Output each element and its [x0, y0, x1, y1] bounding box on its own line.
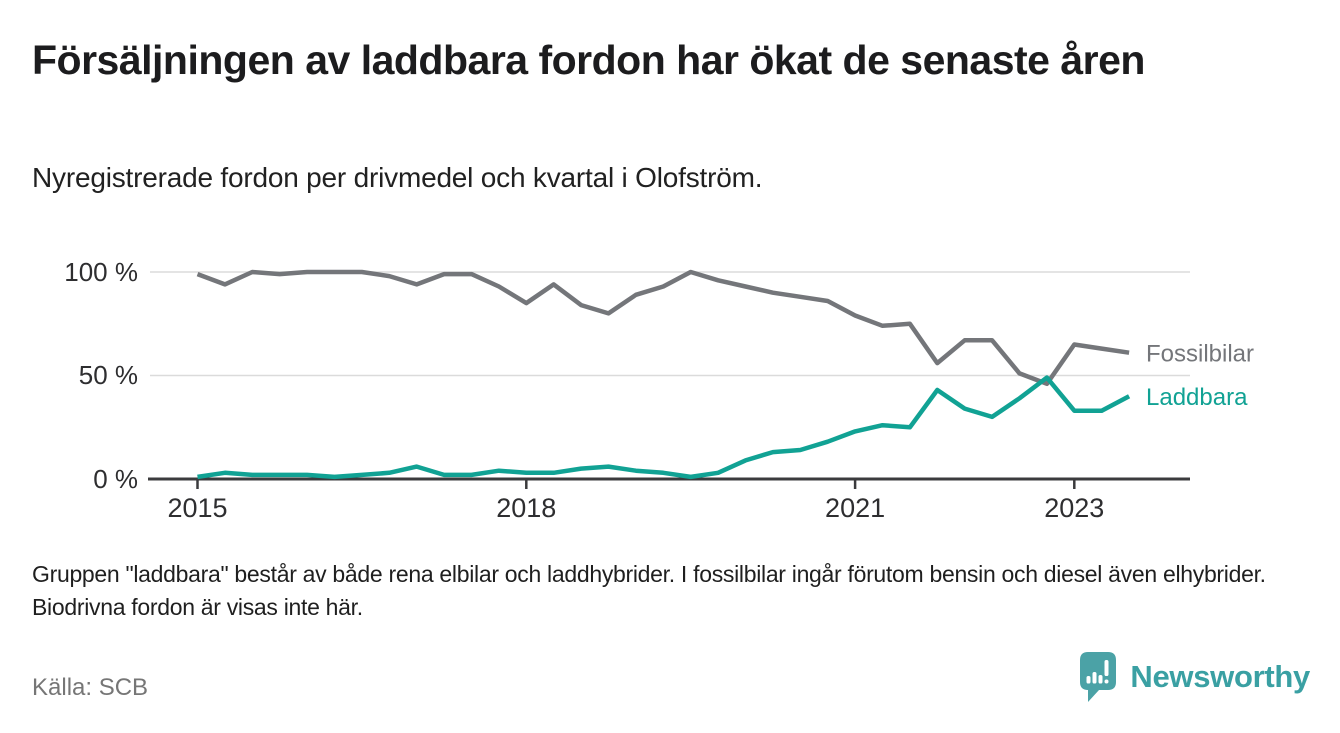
series-line-laddbara: [197, 375, 1131, 480]
newsworthy-logo: Newsworthy: [1078, 650, 1310, 704]
y-tick-label-100: 100 %: [64, 257, 138, 287]
series-lines: [196, 269, 1131, 480]
x-tick-label-2018: 2018: [496, 493, 556, 523]
bar-chart-pin-icon: [1080, 652, 1117, 702]
x-tick-label-2023: 2023: [1044, 493, 1104, 523]
source-label: Källa: SCB: [32, 674, 149, 701]
series-label-laddbara: Laddbara: [1146, 384, 1248, 411]
brand-name: Newsworthy: [1130, 659, 1310, 694]
gridlines: [150, 271, 1190, 377]
x-tick-label-2015: 2015: [167, 493, 227, 523]
series-label-fossilbilar: Fossilbilar: [1146, 341, 1254, 368]
line-chart: 100 % 50 % 0 % 2015 2018 2021 2023 Fossi…: [64, 257, 1254, 523]
series-line-fossilbilar: [196, 269, 1130, 387]
chart-title: Försäljningen av laddbara fordon har öka…: [32, 37, 1145, 83]
y-tick-label-0: 0 %: [93, 464, 138, 494]
chart-subtitle: Nyregistrerade fordon per drivmedel och …: [32, 162, 763, 193]
y-tick-label-50: 50 %: [79, 360, 138, 390]
footnote: Gruppen "laddbara" består av både rena e…: [32, 561, 1266, 620]
x-axis-ticks: [196, 479, 1076, 489]
x-tick-label-2021: 2021: [825, 493, 885, 523]
